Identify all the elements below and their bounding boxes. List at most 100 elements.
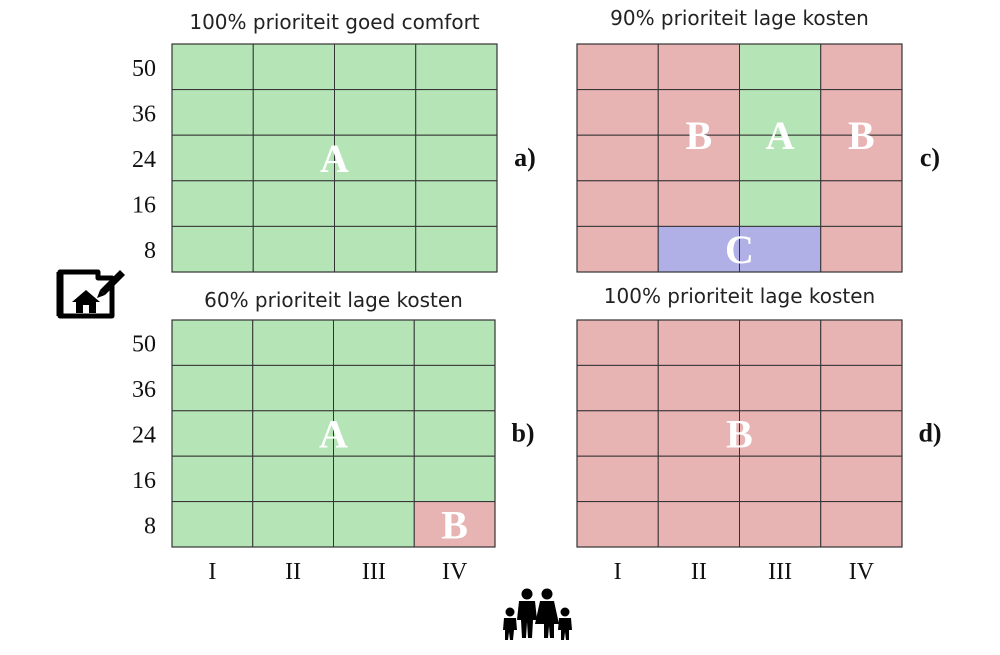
cell-b-r4-c0 <box>171 501 254 548</box>
cell-label-b-b: B <box>441 502 468 547</box>
cell-b-r3-c0 <box>171 455 254 503</box>
cell-b-r1-c1 <box>252 364 334 412</box>
cell-d-r4-c0 <box>576 501 659 548</box>
cell-d-r2-c2 <box>739 410 822 457</box>
cell-d-r4-c1 <box>657 501 740 548</box>
cell-c-r1-c2 <box>739 89 822 136</box>
cell-c-r3-c3 <box>820 180 903 227</box>
panel-letter-c: c) <box>920 143 940 172</box>
cell-a-r4-c0 <box>171 225 254 273</box>
cell-c-r0-c1 <box>657 43 740 91</box>
x-tick-b-ii: II <box>285 559 301 585</box>
cell-a-r1-c3 <box>415 89 498 136</box>
cell-a-r3-c1 <box>252 180 335 227</box>
cell-d-r1-c0 <box>576 364 659 412</box>
house-blueprint-icon <box>56 269 125 319</box>
cell-c-r2-c1 <box>657 134 740 182</box>
cell-c-r4-c3 <box>820 225 903 273</box>
cell-a-r0-c0 <box>171 43 254 91</box>
panel-title-c: 90% prioriteit lage kosten <box>610 6 869 30</box>
cell-d-r0-c2 <box>739 319 822 366</box>
cell-label-c-b: B <box>686 113 713 158</box>
cell-label-a-a: A <box>320 136 349 181</box>
cell-d-r3-c2 <box>739 455 822 503</box>
y-tick-b-8: 8 <box>144 513 156 539</box>
panel-border-d <box>576 319 903 548</box>
y-tick-a-24: 24 <box>132 147 156 173</box>
cell-a-r2-c3 <box>415 134 498 182</box>
cell-d-r3-c1 <box>657 455 740 503</box>
cell-a-r1-c1 <box>252 89 335 136</box>
cell-label-c-c: C <box>725 227 754 272</box>
cell-b-r2-c3 <box>413 410 496 457</box>
cell-a-r2-c0 <box>171 134 254 182</box>
cell-b-r0-c2 <box>333 319 415 366</box>
y-tick-b-50: 50 <box>132 332 156 358</box>
cell-a-r0-c1 <box>252 43 335 91</box>
y-tick-b-36: 36 <box>132 377 156 403</box>
cell-b-r0-c3 <box>413 319 496 366</box>
cell-b-r4-c1 <box>252 501 334 548</box>
cell-c-r0-c0 <box>576 43 659 91</box>
cell-c-r1-c0 <box>576 89 659 136</box>
cell-c-r4-c0 <box>576 225 659 273</box>
panel-title-d: 100% prioriteit lage kosten <box>604 284 875 308</box>
cell-c-r3-c2 <box>739 180 822 227</box>
cell-a-r3-c0 <box>171 180 254 227</box>
family-icon <box>503 588 572 640</box>
cell-b-r0-c0 <box>171 319 254 366</box>
cell-d-r3-c3 <box>820 455 903 503</box>
cell-a-r0-c2 <box>334 43 417 91</box>
cell-b-r2-c1 <box>252 410 334 457</box>
cell-d-r0-c0 <box>576 319 659 366</box>
panel-border-b <box>171 319 496 548</box>
cell-b-r2-c0 <box>171 410 254 457</box>
cell-d-r2-c1 <box>657 410 740 457</box>
cell-label-d-b: B <box>726 412 753 457</box>
y-tick-a-16: 16 <box>132 193 156 219</box>
cell-b-r3-c1 <box>252 455 334 503</box>
cell-c-r4-c2 <box>739 225 822 273</box>
cell-b-r3-c3 <box>413 455 496 503</box>
cell-c-r2-c0 <box>576 134 659 182</box>
cell-d-r1-c2 <box>739 364 822 412</box>
panel-c: B A B C 90% prioriteit lage kosten c) <box>576 6 940 273</box>
panel-b: A B 60% prioriteit lage kosten b) 50 36 24 16 8 I… <box>132 288 535 585</box>
panel-a: A 100% prioriteit goed comfort a) 50 36 24 16 8 <box>132 10 536 273</box>
x-tick-b-iv: IV <box>442 559 468 585</box>
cell-d-r0-c1 <box>657 319 740 366</box>
panel-letter-a: a) <box>514 143 536 172</box>
y-tick-a-8: 8 <box>144 238 156 264</box>
cell-a-r3-c2 <box>334 180 417 227</box>
y-tick-b-24: 24 <box>132 423 156 449</box>
cell-b-r0-c1 <box>252 319 334 366</box>
cell-d-r2-c0 <box>576 410 659 457</box>
cell-a-r4-c1 <box>252 225 335 273</box>
cell-d-r1-c3 <box>820 364 903 412</box>
panel-title-a: 100% prioriteit goed comfort <box>189 10 479 34</box>
cell-a-r1-c0 <box>171 89 254 136</box>
y-tick-b-16: 16 <box>132 468 156 494</box>
panel-border-c <box>576 43 903 273</box>
cell-d-r3-c0 <box>576 455 659 503</box>
cell-b-r1-c2 <box>333 364 415 412</box>
panel-title-b: 60% prioriteit lage kosten <box>204 288 463 312</box>
cell-c-r3-c0 <box>576 180 659 227</box>
cell-label-c-a: A <box>766 113 795 158</box>
cell-c-r2-c3 <box>820 134 903 182</box>
y-tick-a-50: 50 <box>132 56 156 82</box>
cell-a-r4-c2 <box>334 225 417 273</box>
cell-label-c-b: B <box>848 113 875 158</box>
cell-d-r2-c3 <box>820 410 903 457</box>
cell-c-r3-c1 <box>657 180 740 227</box>
cell-c-r0-c3 <box>820 43 903 91</box>
panel-letter-d: d) <box>918 419 941 448</box>
x-tick-d-iii: III <box>768 559 792 585</box>
x-tick-b-i: I <box>208 559 216 585</box>
cell-b-r1-c0 <box>171 364 254 412</box>
cell-b-r1-c3 <box>413 364 496 412</box>
x-tick-b-iii: III <box>362 559 386 585</box>
panel-border-a <box>171 43 498 273</box>
y-tick-a-36: 36 <box>132 101 156 127</box>
cell-a-r3-c3 <box>415 180 498 227</box>
